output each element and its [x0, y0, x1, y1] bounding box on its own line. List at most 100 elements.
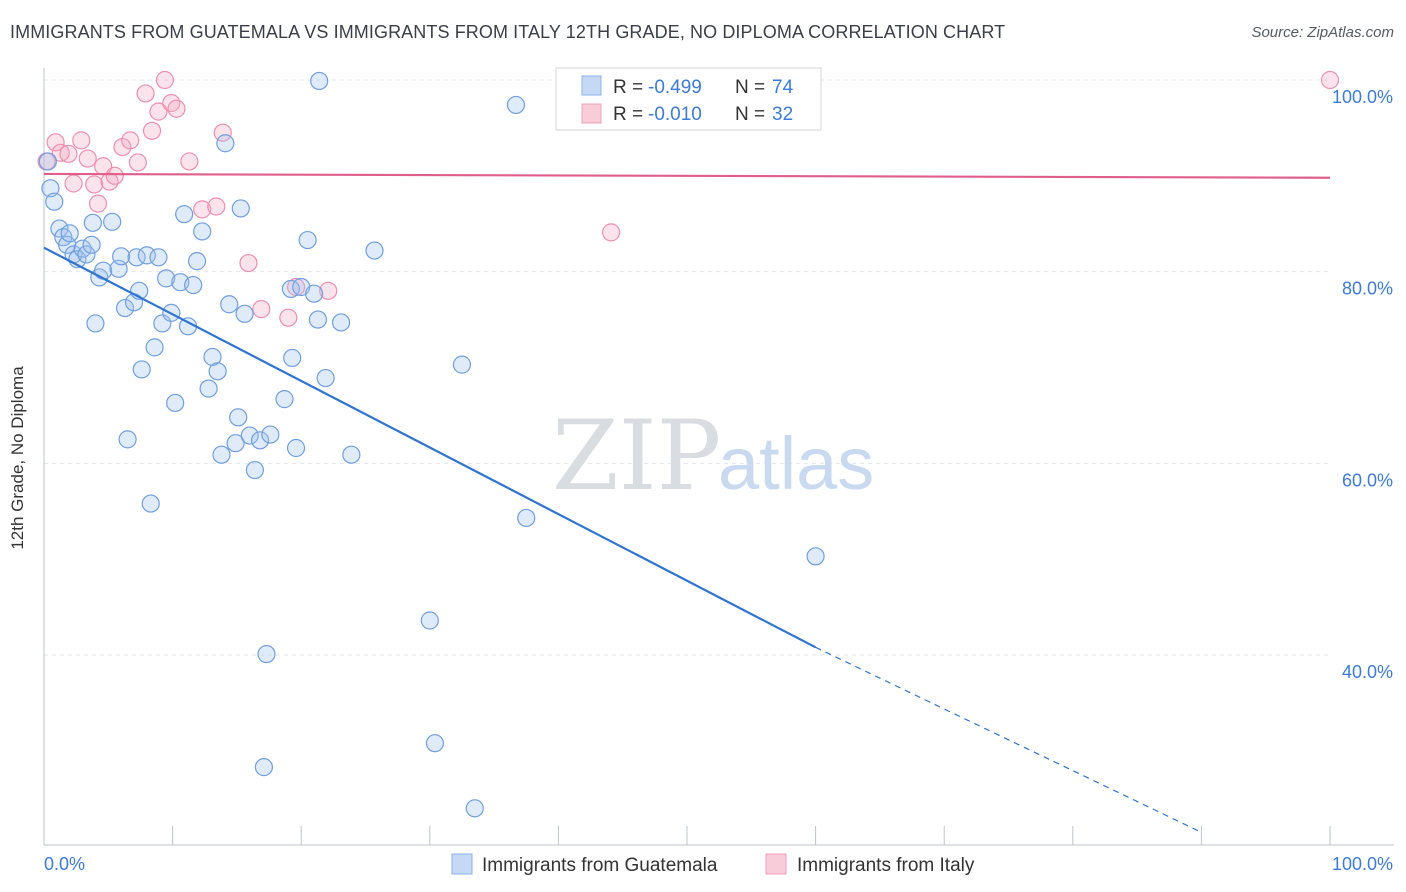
- watermark-atlas: atlas: [718, 422, 874, 505]
- guatemala-point: [304, 284, 324, 303]
- legend-label-guatemala: Immigrants from Guatemala: [482, 855, 718, 876]
- guatemala-point: [235, 304, 254, 323]
- guatemala-point: [452, 355, 472, 374]
- watermark-zip: ZIP: [552, 400, 721, 512]
- guatemala-point: [141, 494, 160, 513]
- italy-point: [1320, 70, 1340, 90]
- guatemala-point: [212, 445, 231, 464]
- guatemala-point: [231, 199, 250, 218]
- italy-point: [51, 143, 70, 162]
- stats-legend-swatch-guatemala: [581, 75, 602, 96]
- guatemala-point: [308, 310, 328, 329]
- guatemala-point: [103, 212, 122, 231]
- italy-point: [136, 84, 155, 103]
- guatemala-point: [283, 348, 302, 368]
- guatemala-point: [187, 252, 207, 271]
- guatemala-point: [45, 192, 64, 211]
- italy-point: [155, 70, 174, 90]
- guatemala-point: [166, 393, 185, 413]
- trend-lines: [43, 172, 1331, 833]
- guatemala-point: [137, 246, 156, 265]
- legend-label-italy: Immigrants from Italy: [797, 855, 975, 876]
- grid-lines: [44, 79, 1330, 656]
- italy-point: [88, 194, 108, 213]
- guatemala-point: [365, 241, 384, 260]
- italy-point: [207, 197, 226, 216]
- guatemala-point: [226, 434, 245, 453]
- trend-line-guatemala: [43, 246, 817, 649]
- source-label: Source: ZipAtlas.com: [1251, 24, 1394, 41]
- watermark: ZIP atlas: [552, 400, 874, 512]
- italy-point: [128, 153, 147, 172]
- x-tick-label-end: 100.0%: [1332, 854, 1393, 874]
- italy-point: [180, 152, 199, 171]
- guatemala-point: [153, 314, 172, 333]
- guatemala-point: [275, 390, 294, 409]
- stats-row2-n-value: 32: [772, 104, 793, 125]
- italy-point: [105, 166, 124, 185]
- stats-row1-r-label: R =: [613, 77, 643, 98]
- guatemala-point: [298, 230, 317, 250]
- italy-point: [319, 281, 338, 300]
- trend-line-italy: [43, 172, 1331, 179]
- series-legend: Immigrants from Guatemala Immigrants fro…: [451, 853, 975, 876]
- guatemala-point: [94, 261, 113, 280]
- guatemala-point: [193, 222, 212, 241]
- italy-point: [121, 131, 140, 150]
- guatemala-point: [254, 758, 274, 777]
- guatemala-point: [115, 298, 135, 318]
- guatemala-point: [420, 611, 439, 630]
- italy-point: [149, 102, 168, 121]
- italy-point: [602, 223, 621, 242]
- guatemala-point: [118, 430, 137, 449]
- italy-point: [193, 200, 212, 219]
- guatemala-point: [806, 547, 825, 566]
- italy-point: [167, 99, 186, 118]
- italy-point: [59, 144, 78, 163]
- guatemala-point: [257, 644, 276, 664]
- guatemala-point: [175, 205, 194, 224]
- guatemala-point: [506, 95, 526, 115]
- italy-point: [72, 131, 91, 150]
- guatemala-point: [229, 408, 248, 427]
- stats-row1-n-value: 74: [772, 77, 794, 98]
- guatemala-point: [465, 799, 484, 818]
- italy-point: [213, 123, 232, 142]
- legend-swatch-guatemala: [451, 853, 473, 875]
- italy-point: [85, 175, 104, 194]
- guatemala-point: [199, 379, 218, 398]
- guatemala-point: [220, 295, 239, 314]
- italy-point: [162, 93, 181, 113]
- guatemala-point: [342, 445, 361, 464]
- legend-swatch-italy: [765, 853, 787, 875]
- guatemala-point: [184, 275, 203, 295]
- guatemala-point: [208, 362, 227, 381]
- y-tick-label-40: 40.0%: [1342, 662, 1393, 682]
- guatemala-point: [331, 313, 351, 332]
- italy-point: [252, 299, 271, 319]
- chart-title: IMMIGRANTS FROM GUATEMALA VS IMMIGRANTS …: [10, 22, 1006, 42]
- stats-row2-r-label: R =: [613, 104, 643, 125]
- tick-labels: 40.0% 60.0% 80.0% 100.0% 0.0% 100.0%: [44, 87, 1393, 874]
- y-tick-label-60: 60.0%: [1342, 470, 1393, 490]
- trend-line-guatemala-extension: [815, 646, 1202, 833]
- guatemala-point: [157, 269, 176, 288]
- stats-legend-swatch-italy: [581, 103, 602, 124]
- y-tick-label-80: 80.0%: [1342, 279, 1393, 299]
- stats-row1-r-value: -0.499: [648, 77, 702, 98]
- italy-point: [279, 308, 298, 327]
- italy-point: [142, 121, 162, 140]
- guatemala-point: [50, 219, 69, 238]
- guatemala-point: [240, 426, 259, 445]
- italy-point: [78, 149, 97, 168]
- guatemala-point: [77, 245, 96, 264]
- guatemala-point: [112, 247, 131, 266]
- guatemala-point: [60, 224, 79, 243]
- guatemala-point: [83, 213, 102, 232]
- guatemala-point: [132, 360, 151, 379]
- guatemala-point: [38, 152, 57, 171]
- guatemala-point: [425, 734, 445, 753]
- guatemala-point: [86, 314, 105, 333]
- x-tick-label-start: 0.0%: [44, 854, 85, 874]
